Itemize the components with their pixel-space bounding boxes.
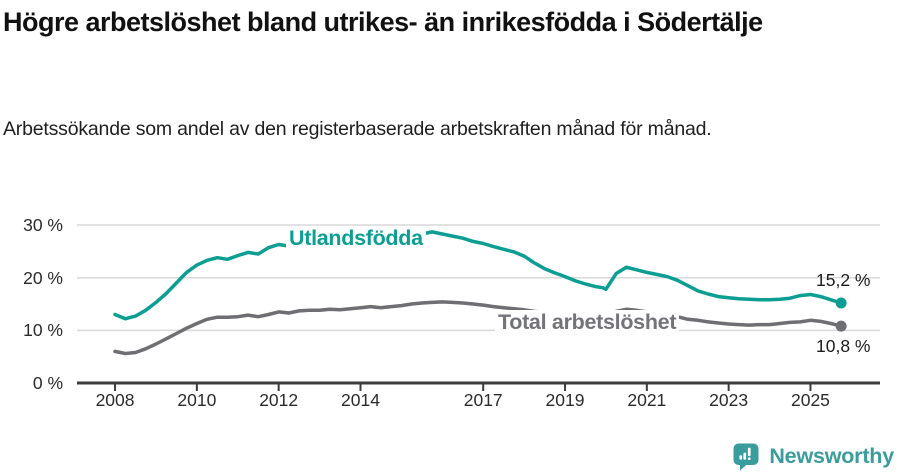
x-axis-tick-label: 2023 bbox=[709, 390, 749, 410]
y-axis-tick-label: 10 % bbox=[23, 320, 63, 341]
series-label-total-arbetsloshet: Total arbetslöshet bbox=[495, 310, 680, 335]
series-end-dot-1 bbox=[835, 320, 847, 332]
y-axis-tick-label: 0 % bbox=[32, 373, 63, 393]
chart-subtitle: Arbetssökande som andel av den registerb… bbox=[3, 118, 712, 140]
end-value-label-utlandsfodda: 15,2 % bbox=[816, 270, 871, 290]
x-axis-tick-label: 2008 bbox=[95, 390, 135, 410]
x-axis-tick-label: 2021 bbox=[627, 390, 667, 410]
chart-title: Högre arbetslöshet bland utrikes- än inr… bbox=[3, 7, 763, 37]
x-axis-tick-label: 2025 bbox=[790, 390, 830, 410]
newsworthy-brand: Newsworthy bbox=[732, 442, 894, 471]
y-axis-tick-label: 30 % bbox=[23, 215, 63, 236]
newsworthy-brand-name: Newsworthy bbox=[769, 444, 894, 468]
x-axis-tick-label: 2012 bbox=[259, 390, 299, 410]
series-label-utlandsfodda: Utlandsfödda bbox=[286, 226, 426, 251]
series-end-dot-0 bbox=[835, 297, 847, 309]
x-axis-tick-label: 2019 bbox=[545, 390, 585, 410]
end-value-label-total: 10,8 % bbox=[816, 336, 871, 356]
x-axis-tick-label: 2010 bbox=[177, 390, 217, 410]
series-line-0 bbox=[113, 230, 843, 321]
series-line-1 bbox=[113, 300, 843, 356]
y-axis-tick-label: 20 % bbox=[23, 267, 63, 288]
x-axis-tick-label: 2017 bbox=[463, 390, 503, 410]
newsworthy-logo-icon bbox=[733, 443, 759, 471]
x-axis-tick-label: 2014 bbox=[341, 390, 380, 410]
